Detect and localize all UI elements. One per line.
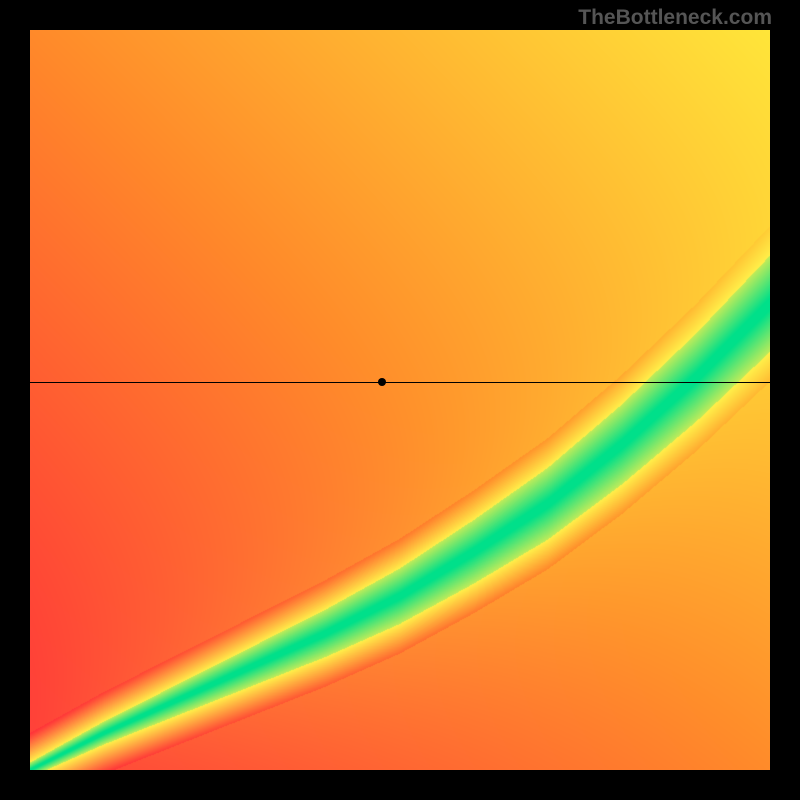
- crosshair-vertical: [382, 770, 383, 800]
- heatmap-canvas: [30, 30, 770, 770]
- marker-dot: [378, 378, 386, 386]
- figure-container: TheBottleneck.com: [0, 0, 800, 800]
- plot-area: [30, 30, 770, 770]
- crosshair-horizontal: [30, 382, 770, 383]
- watermark-text: TheBottleneck.com: [578, 6, 772, 30]
